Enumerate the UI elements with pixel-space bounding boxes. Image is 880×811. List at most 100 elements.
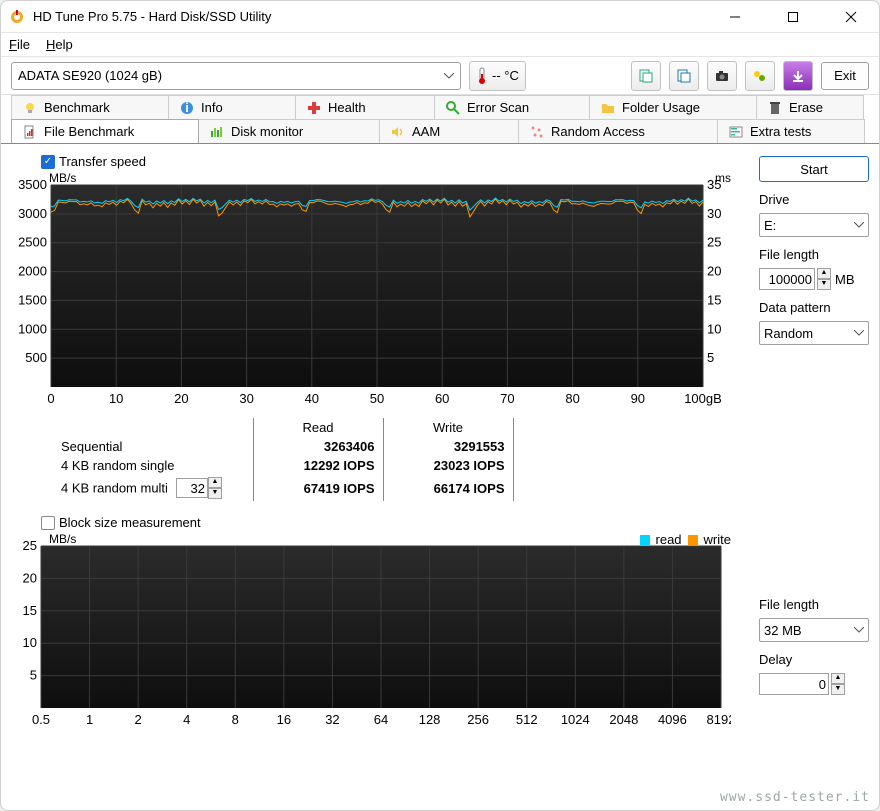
result-write-value: 66174 IOPS — [383, 475, 513, 501]
chart2-left-axis-label: MB/s — [49, 532, 76, 546]
svg-text:40: 40 — [305, 391, 319, 406]
watermark: www.ssd-tester.it — [720, 790, 870, 805]
blocksize-checkbox[interactable] — [41, 516, 55, 530]
side-panel: Start Drive E: File length ▲▼ MB Data pa… — [759, 152, 869, 509]
drive-select[interactable]: ADATA SE920 (1024 gB) — [11, 62, 461, 90]
tab-error-scan[interactable]: Error Scan — [434, 95, 590, 119]
tab-health[interactable]: Health — [295, 95, 435, 119]
content-area: ✓ Transfer speed MB/s ms 500100015002000… — [1, 144, 879, 810]
svg-text:30: 30 — [239, 391, 253, 406]
save-button[interactable] — [783, 61, 813, 91]
svg-text:8192: 8192 — [707, 712, 731, 727]
tabs: BenchmarkiInfoHealthError ScanFolder Usa… — [1, 95, 879, 144]
chevron-down-icon — [854, 222, 864, 228]
tab-benchmark[interactable]: Benchmark — [11, 95, 169, 119]
data-pattern-select[interactable]: Random — [759, 321, 869, 345]
menu-file[interactable]: File — [9, 37, 30, 52]
svg-text:1500: 1500 — [18, 292, 47, 307]
svg-text:500: 500 — [25, 350, 47, 365]
copy-info-button[interactable] — [631, 61, 661, 91]
file-length-input[interactable] — [759, 268, 815, 290]
chart1-left-axis-label: MB/s — [49, 171, 76, 185]
chart2-legend: read write — [640, 532, 731, 547]
thermometer-icon — [476, 66, 488, 86]
svg-text:50: 50 — [370, 391, 384, 406]
svg-text:3000: 3000 — [18, 206, 47, 221]
svg-text:1: 1 — [86, 712, 93, 727]
options-button[interactable] — [745, 61, 775, 91]
result-read-value: 67419 IOPS — [253, 475, 383, 501]
tab-file-benchmark[interactable]: File Benchmark — [11, 119, 199, 143]
result-row-name: 4 KB random single — [53, 456, 253, 475]
svg-text:4096: 4096 — [658, 712, 687, 727]
file-length2-select[interactable]: 32 MB — [759, 618, 869, 642]
start-button[interactable]: Start — [759, 156, 869, 182]
delay-label: Delay — [759, 652, 869, 667]
svg-text:25: 25 — [707, 235, 721, 250]
exit-button[interactable]: Exit — [821, 62, 869, 90]
result-row-name: 4 KB random multi▲▼ — [53, 475, 253, 501]
menu-help[interactable]: Help — [46, 37, 73, 52]
svg-text:512: 512 — [516, 712, 538, 727]
app-window: HD Tune Pro 5.75 - Hard Disk/SSD Utility… — [0, 0, 880, 811]
spin-down[interactable]: ▼ — [817, 279, 831, 290]
result-row-name: Sequential — [53, 437, 253, 456]
svg-text:i: i — [185, 100, 189, 115]
transfer-speed-checkbox[interactable]: ✓ — [41, 155, 55, 169]
result-read-value: 12292 IOPS — [253, 456, 383, 475]
tab-erase[interactable]: Erase — [756, 95, 864, 119]
svg-text:128: 128 — [419, 712, 441, 727]
tab-info[interactable]: iInfo — [168, 95, 296, 119]
results-table: ReadWriteSequential326340632915534 KB ra… — [53, 418, 749, 501]
svg-text:15: 15 — [23, 603, 37, 618]
drive-label: Drive — [759, 192, 869, 207]
svg-text:5: 5 — [707, 350, 714, 365]
window-buttons — [715, 3, 871, 31]
transfer-speed-label: Transfer speed — [59, 154, 146, 169]
result-write-value: 23023 IOPS — [383, 456, 513, 475]
chevron-down-icon — [854, 330, 864, 336]
result-read-value: 3263406 — [253, 437, 383, 456]
svg-text:60: 60 — [435, 391, 449, 406]
chart1-right-axis-label: ms — [715, 171, 731, 185]
tab-extra-tests[interactable]: Extra tests — [717, 119, 865, 143]
minimize-button[interactable] — [715, 3, 755, 31]
temp-value: -- °C — [492, 68, 519, 83]
tab-folder-usage[interactable]: Folder Usage — [589, 95, 757, 119]
svg-text:5: 5 — [30, 668, 37, 683]
svg-text:20: 20 — [23, 570, 37, 585]
svg-text:20: 20 — [174, 391, 188, 406]
svg-text:0: 0 — [47, 391, 54, 406]
close-button[interactable] — [831, 3, 871, 31]
svg-text:8: 8 — [232, 712, 239, 727]
tab-disk-monitor[interactable]: Disk monitor — [198, 119, 380, 143]
menubar: File Help — [1, 33, 879, 57]
file-length-spinner[interactable]: ▲▼ — [759, 268, 831, 290]
svg-text:32: 32 — [325, 712, 339, 727]
tab-random-access[interactable]: Random Access — [518, 119, 718, 143]
maximize-button[interactable] — [773, 3, 813, 31]
svg-text:10: 10 — [109, 391, 123, 406]
svg-text:70: 70 — [500, 391, 514, 406]
screenshot-button[interactable] — [707, 61, 737, 91]
svg-text:3500: 3500 — [18, 177, 47, 192]
titlebar: HD Tune Pro 5.75 - Hard Disk/SSD Utility — [1, 1, 879, 33]
spin-up[interactable]: ▲ — [817, 268, 831, 279]
queue-depth-spinner[interactable]: ▲▼ — [176, 477, 222, 499]
svg-text:2: 2 — [135, 712, 142, 727]
delay-spinner[interactable]: ▲▼ — [759, 673, 869, 695]
window-title: HD Tune Pro 5.75 - Hard Disk/SSD Utility — [33, 9, 715, 24]
spin-down[interactable]: ▼ — [831, 684, 845, 695]
delay-input[interactable] — [759, 673, 829, 695]
data-pattern-label: Data pattern — [759, 300, 869, 315]
tab-aam[interactable]: AAM — [379, 119, 519, 143]
svg-text:30: 30 — [707, 206, 721, 221]
svg-text:4: 4 — [183, 712, 190, 727]
drive-select-value: ADATA SE920 (1024 gB) — [18, 68, 162, 83]
spin-up[interactable]: ▲ — [831, 673, 845, 684]
drive-letter-select[interactable]: E: — [759, 213, 869, 237]
svg-text:256: 256 — [467, 712, 489, 727]
chevron-down-icon — [854, 627, 864, 633]
copy-screenshot-button[interactable] — [669, 61, 699, 91]
svg-text:1000: 1000 — [18, 321, 47, 336]
